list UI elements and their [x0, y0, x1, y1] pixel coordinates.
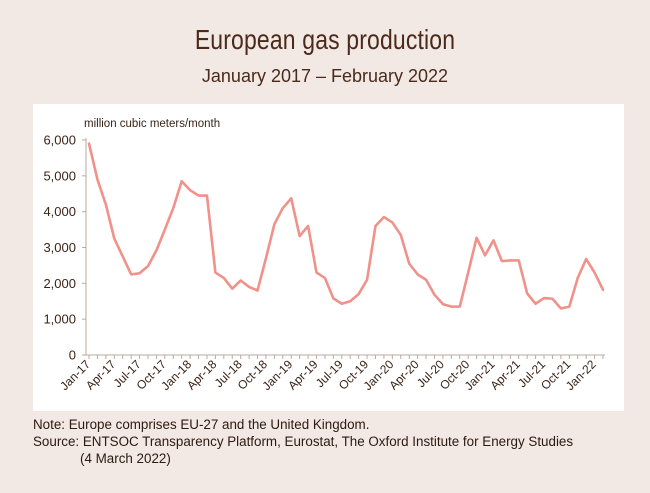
- x-tick-label: Apr-17: [83, 357, 119, 393]
- y-tick-label: 6,000: [43, 133, 76, 148]
- x-tick-label: Apr-19: [285, 357, 321, 393]
- note-text: Note: Europe comprises EU-27 and the Uni…: [33, 417, 370, 432]
- chart-subtitle: January 2017 – February 2022: [201, 66, 449, 86]
- y-tick-label: 0: [69, 348, 76, 363]
- y-axis-label: million cubic meters/month: [84, 118, 220, 130]
- source-text: Source: ENTSOC Transparency Platform, Eu…: [33, 434, 574, 449]
- notes: Note: Europe comprises EU-27 and the Uni…: [33, 416, 633, 467]
- y-tick-label: 4,000: [43, 204, 76, 219]
- line-chart: million cubic meters/month 0 1,000 2,000 3,…: [43, 118, 605, 393]
- y-tick-label: 2,000: [43, 276, 76, 291]
- chart-panel: million cubic meters/month 0 1,000 2,000 3,…: [33, 104, 624, 411]
- y-tick-label: 3,000: [43, 240, 76, 255]
- x-tick-label: Apr-21: [487, 357, 523, 393]
- x-tick-label: Apr-20: [386, 357, 422, 393]
- chart-title: European gas production: [194, 24, 456, 55]
- y-tick-label: 1,000: [43, 312, 76, 327]
- source-date: (4 March 2022): [80, 451, 171, 466]
- x-tick-label: Apr-18: [184, 357, 220, 393]
- y-tick-label: 5,000: [43, 168, 76, 183]
- series-line: [87, 142, 605, 310]
